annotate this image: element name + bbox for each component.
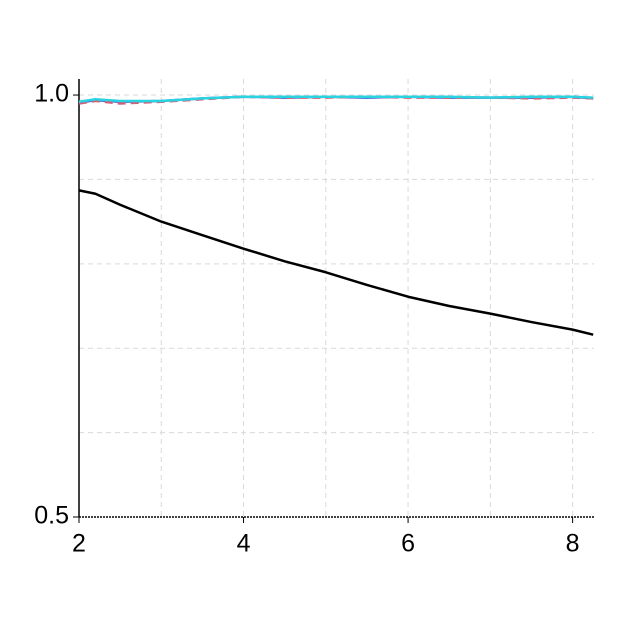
x-tick-label: 2 (72, 530, 86, 558)
y-tick-label: 1.0 (34, 80, 69, 108)
line (78, 189, 594, 336)
x-tick-label: 4 (237, 530, 251, 558)
line (78, 95, 594, 104)
x-tick-label: 6 (401, 530, 415, 558)
x-tick-label: 8 (566, 530, 580, 558)
y-tick-label: 0.5 (34, 502, 69, 530)
